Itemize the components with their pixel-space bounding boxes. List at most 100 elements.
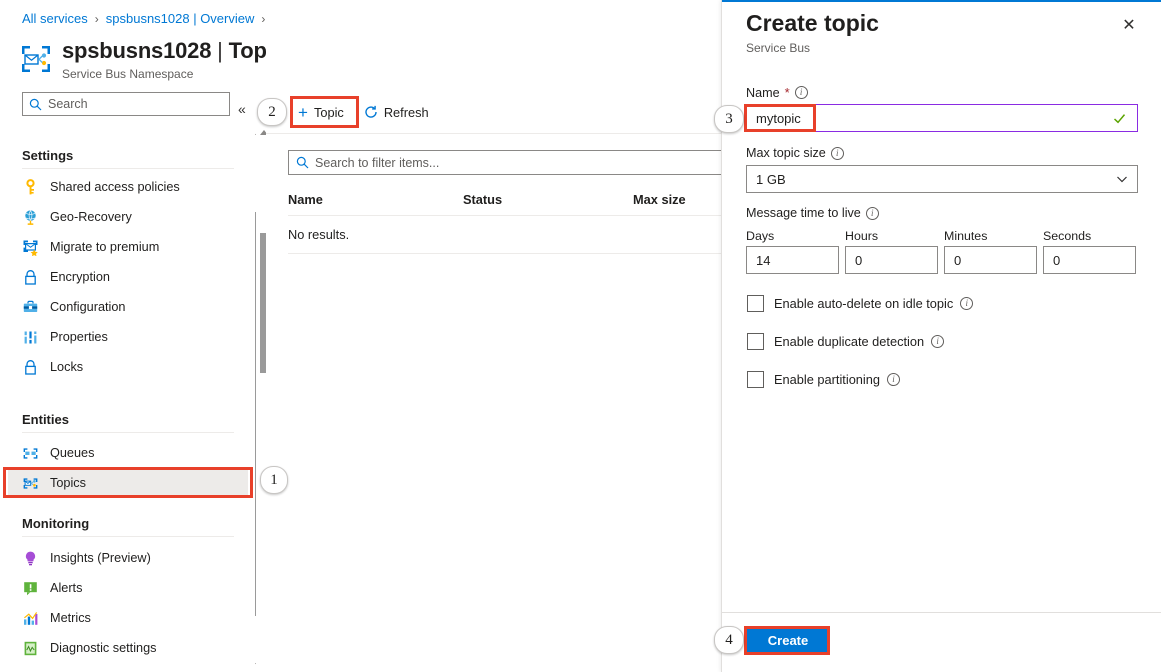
enable-auto-delete-checkbox[interactable] — [747, 295, 764, 312]
topic-name-value: mytopic — [756, 110, 801, 126]
sidebar-item-locks[interactable]: Locks — [8, 354, 248, 380]
info-icon[interactable]: i — [931, 335, 945, 348]
refresh-label: Refresh — [383, 104, 429, 120]
ttl-seconds-input[interactable]: 0 — [1043, 246, 1136, 274]
panel-footer-divider — [722, 612, 1161, 613]
info-icon[interactable]: i — [960, 297, 974, 310]
globe-icon — [22, 209, 39, 226]
duplicate-detection-label-text: Enable duplicate detection — [774, 334, 925, 349]
sidebar-item-label: Migrate to premium — [50, 240, 160, 254]
add-topic-button[interactable]: + Topic — [290, 99, 352, 125]
table-row: No results. — [288, 227, 738, 242]
left-navigation-sidebar: Search « Settings Shared access policies — [0, 92, 258, 672]
enable-auto-delete-row[interactable]: Enable auto-delete on idle topic i — [747, 295, 974, 312]
search-icon — [296, 156, 309, 169]
info-icon[interactable]: i — [830, 146, 844, 160]
filter-input[interactable]: Search to filter items... — [288, 150, 738, 175]
collapse-sidebar-icon[interactable]: « — [238, 101, 246, 117]
sidebar-item-metrics[interactable]: Metrics — [8, 605, 248, 631]
page-title-divider: | — [217, 38, 223, 63]
create-topic-panel: Create topic Service Bus ✕ Name * i myto… — [721, 0, 1161, 672]
sidebar-item-properties[interactable]: Properties — [8, 324, 248, 350]
enable-duplicate-detection-checkbox[interactable] — [747, 333, 764, 350]
ttl-label-text: Message time to live — [746, 206, 861, 220]
ttl-seconds-value: 0 — [1053, 252, 1061, 268]
info-icon[interactable]: i — [887, 373, 901, 386]
sidebar-item-alerts[interactable]: Alerts — [8, 575, 248, 601]
alert-icon — [22, 580, 39, 597]
create-button[interactable]: Create — [747, 627, 829, 653]
sidebar-item-label: Shared access policies — [50, 180, 180, 194]
lock-icon — [22, 269, 39, 286]
close-icon[interactable]: ✕ — [1122, 17, 1136, 34]
annotation-step-3: 3 — [714, 105, 744, 133]
ttl-days-label: Days — [746, 229, 775, 243]
panel-subtitle: Service Bus — [746, 41, 811, 55]
sidebar-item-insights[interactable]: Insights (Preview) — [8, 545, 248, 571]
sidebar-item-shared-access-policies[interactable]: Shared access policies — [8, 174, 248, 200]
service-bus-namespace-icon — [20, 44, 52, 74]
page-subtitle: Service Bus Namespace — [62, 67, 194, 81]
sidebar-divider — [22, 168, 234, 169]
sidebar-group-entities: Entities — [22, 412, 69, 427]
ttl-days-value: 14 — [756, 252, 771, 268]
max-topic-size-select[interactable]: 1 GB — [746, 165, 1138, 193]
ttl-hours-value: 0 — [855, 252, 863, 268]
panel-accent-line — [722, 0, 1161, 2]
ttl-days-input[interactable]: 14 — [746, 246, 839, 274]
enable-duplicate-detection-row[interactable]: Enable duplicate detection i — [747, 333, 945, 350]
sidebar-search-input[interactable]: Search — [22, 92, 230, 116]
sidebar-item-diagnostic-settings[interactable]: Diagnostic settings — [8, 635, 248, 661]
ttl-minutes-label: Minutes — [944, 229, 988, 243]
ttl-minutes-input[interactable]: 0 — [944, 246, 1037, 274]
lock-icon — [22, 359, 39, 376]
message-ttl-label: Message time to live i — [746, 206, 879, 220]
column-header-max-size[interactable]: Max size — [633, 192, 686, 207]
refresh-button[interactable]: Refresh — [356, 99, 437, 125]
sidebar-item-configuration[interactable]: Configuration — [8, 294, 248, 320]
enable-partitioning-checkbox[interactable] — [747, 371, 764, 388]
sidebar-group-monitoring: Monitoring — [22, 516, 90, 531]
command-bar: + Topic Refresh — [290, 99, 437, 125]
column-header-status[interactable]: Status — [463, 192, 503, 207]
info-icon[interactable]: i — [794, 86, 808, 99]
required-indicator: * — [784, 85, 790, 100]
sidebar-item-queues[interactable]: Queues — [8, 440, 248, 466]
info-icon[interactable]: i — [865, 206, 879, 220]
topics-table-header: Name Status Max size — [288, 192, 738, 207]
table-header-divider — [288, 215, 738, 216]
empty-state-text: No results. — [288, 227, 350, 242]
sidebar-item-encryption[interactable]: Encryption — [8, 264, 248, 290]
main-scrollbar-thumb[interactable] — [260, 233, 267, 373]
refresh-icon — [364, 105, 378, 119]
breadcrumb-item-all-services[interactable]: All services — [22, 11, 88, 26]
scroll-up-icon[interactable] — [260, 130, 268, 135]
metrics-icon — [22, 610, 39, 627]
ttl-minutes-value: 0 — [954, 252, 962, 268]
migrate-icon — [22, 239, 39, 256]
sidebar-item-migrate-to-premium[interactable]: Migrate to premium — [8, 234, 248, 260]
filter-placeholder: Search to filter items... — [315, 155, 440, 170]
lightbulb-icon — [22, 550, 39, 567]
annotation-step-4: 4 — [714, 626, 744, 654]
sidebar-divider — [22, 536, 234, 537]
sidebar-item-topics[interactable]: Topics — [8, 470, 248, 496]
name-field-label: Name * i — [746, 85, 808, 100]
search-icon — [29, 98, 42, 111]
diagnostic-icon — [22, 640, 39, 657]
auto-delete-label-text: Enable auto-delete on idle topic — [774, 296, 954, 311]
column-header-name[interactable]: Name — [288, 192, 323, 207]
sidebar-item-label: Properties — [50, 330, 108, 344]
sidebar-item-label: Encryption — [50, 270, 110, 284]
sidebar-item-label: Geo-Recovery — [50, 210, 132, 224]
enable-partitioning-row[interactable]: Enable partitioning i — [747, 371, 901, 388]
sidebar-item-geo-recovery[interactable]: Geo-Recovery — [8, 204, 248, 230]
ttl-seconds-label: Seconds — [1043, 229, 1092, 243]
ttl-hours-input[interactable]: 0 — [845, 246, 938, 274]
topic-name-input[interactable]: mytopic — [746, 104, 1138, 132]
key-icon — [22, 178, 39, 196]
sidebar-item-label: Metrics — [50, 611, 91, 625]
enable-duplicate-detection-label: Enable duplicate detection i — [774, 334, 945, 349]
ttl-hours-label: Hours — [845, 229, 879, 243]
breadcrumb-item-overview[interactable]: spsbusns1028 | Overview — [105, 11, 255, 26]
